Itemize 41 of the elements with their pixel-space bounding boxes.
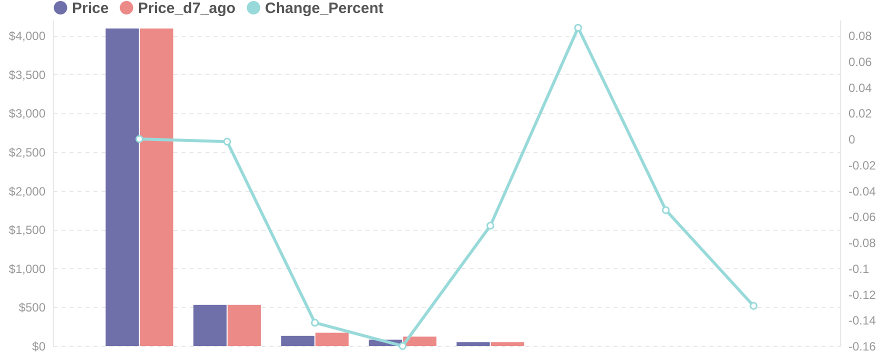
y2-tick-label: 0: [848, 132, 856, 147]
bar: [490, 342, 524, 346]
bar: [281, 336, 314, 346]
point: [223, 138, 232, 146]
y2-tick-label: 0.04: [848, 80, 872, 95]
point: [398, 342, 407, 350]
y2-tick-label: -0.14: [848, 314, 876, 328]
point: [486, 222, 494, 230]
y2-tick-label: -0.06: [848, 210, 876, 224]
legend-label: Price: [72, 0, 109, 17]
bar: [140, 28, 174, 346]
point: [136, 135, 144, 143]
y2-tick-label: -0.1: [848, 262, 870, 276]
y2-tick-label: -0.04: [848, 184, 876, 198]
bar: [106, 28, 139, 346]
y-tick-label: $3,000: [8, 106, 46, 121]
point: [574, 24, 582, 32]
y-tick-label: $2,500: [8, 145, 46, 160]
y-tick-label: $3,500: [8, 68, 46, 82]
y2-tick-label: 0.06: [848, 54, 872, 69]
y-tick-label: $4,000: [8, 29, 46, 44]
point: [310, 318, 319, 327]
bar: [193, 304, 227, 346]
point: [750, 302, 758, 310]
y2-tick-label: 0.02: [848, 106, 872, 121]
y-tick-label: $500: [18, 300, 46, 315]
y2-tick-label: -0.02: [848, 158, 876, 172]
legend-label: Price_d7_ago: [138, 0, 236, 17]
bar: [315, 332, 349, 346]
y2-tick-label: -0.12: [848, 288, 876, 302]
bar: [456, 342, 490, 346]
y-tick-label: $2,000: [8, 184, 46, 198]
bar: [228, 304, 261, 346]
y2-tick-label: -0.16: [848, 340, 876, 353]
point: [662, 206, 670, 214]
y-tick-label: $1,500: [8, 223, 46, 238]
y-tick-label: $0: [32, 340, 46, 353]
y2-tick-label: 0.08: [848, 29, 872, 44]
y2-tick-label: -0.08: [848, 236, 876, 250]
legend-label: Change_Percent: [265, 0, 384, 17]
y-tick-label: $1,000: [8, 262, 46, 276]
